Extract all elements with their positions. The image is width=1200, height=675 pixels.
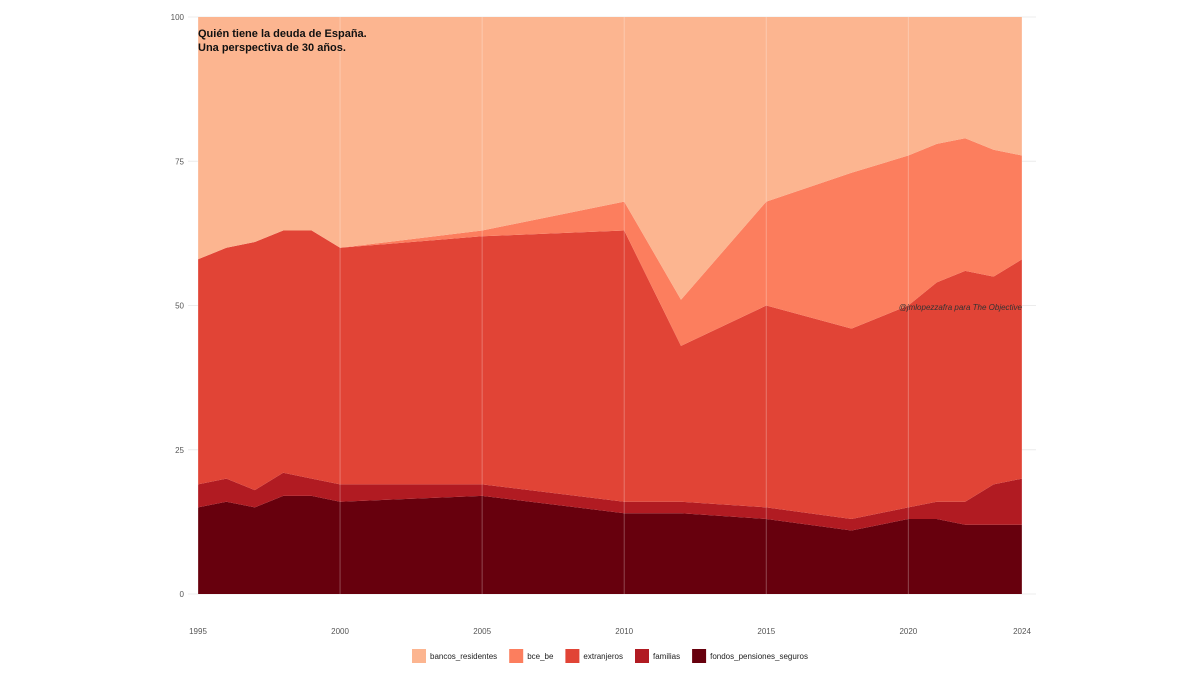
- legend-swatch-fondos-pensiones-seguros: [692, 649, 707, 663]
- x-axis-ticks: 1995 2000 2005 2010 2015 2020 2024: [189, 627, 1031, 636]
- area-bce-be: [198, 138, 1022, 346]
- area-extranjeros: [198, 230, 1022, 519]
- chart-title-line-1: Quién tiene la deuda de España.: [198, 28, 367, 40]
- legend-label-bancos-residentes: bancos_residentes: [430, 652, 497, 661]
- x-tick-label-2010: 2010: [615, 627, 633, 636]
- y-tick-label-100: 100: [171, 13, 185, 22]
- legend-item-extranjeros: extranjeros: [565, 649, 623, 663]
- y-tick-label-0: 0: [180, 590, 185, 599]
- x-tick-label-2015: 2015: [757, 627, 775, 636]
- legend-swatch-bce-be: [509, 649, 524, 663]
- legend-swatch-familias: [635, 649, 649, 663]
- legend-item-bancos-residentes: bancos_residentes: [412, 649, 497, 663]
- chart-title-line-2: Una perspectiva de 30 años.: [198, 42, 346, 54]
- legend-label-extranjeros: extranjeros: [583, 652, 623, 661]
- x-tick-label-2000: 2000: [331, 627, 349, 636]
- area-familias: [198, 472, 1022, 531]
- legend: bancos_residentes bce_be extranjeros famili…: [412, 649, 808, 663]
- stacked-areas: [198, 17, 1022, 594]
- area-fondos-pensiones-seguros: [198, 495, 1022, 594]
- legend-item-bce-be: bce_be: [509, 649, 554, 663]
- legend-swatch-bancos-residentes: [412, 649, 426, 663]
- x-tick-label-2005: 2005: [473, 627, 491, 636]
- legend-item-familias: familias: [635, 649, 680, 663]
- x-tick-label-2024: 2024: [1013, 627, 1031, 636]
- legend-item-fondos-pensiones-seguros: fondos_pensiones_seguros: [692, 649, 808, 663]
- legend-label-familias: familias: [653, 652, 680, 661]
- legend-label-bce-be: bce_be: [527, 652, 554, 661]
- y-tick-label-50: 50: [175, 302, 184, 311]
- y-tick-label-25: 25: [175, 446, 184, 455]
- y-axis-ticks: 0 25 50 75 100: [171, 13, 185, 599]
- x-tick-label-2020: 2020: [899, 627, 917, 636]
- credit-annotation: @jmlopezzafra para The Objective: [899, 303, 1023, 312]
- legend-label-fondos-pensiones-seguros: fondos_pensiones_seguros: [710, 652, 808, 661]
- area-bancos-residentes: [198, 17, 1022, 300]
- y-tick-label-75: 75: [175, 157, 184, 166]
- vertical-grid-overlay: [197, 17, 1023, 594]
- legend-swatch-extranjeros: [565, 649, 580, 663]
- x-tick-label-1995: 1995: [189, 627, 207, 636]
